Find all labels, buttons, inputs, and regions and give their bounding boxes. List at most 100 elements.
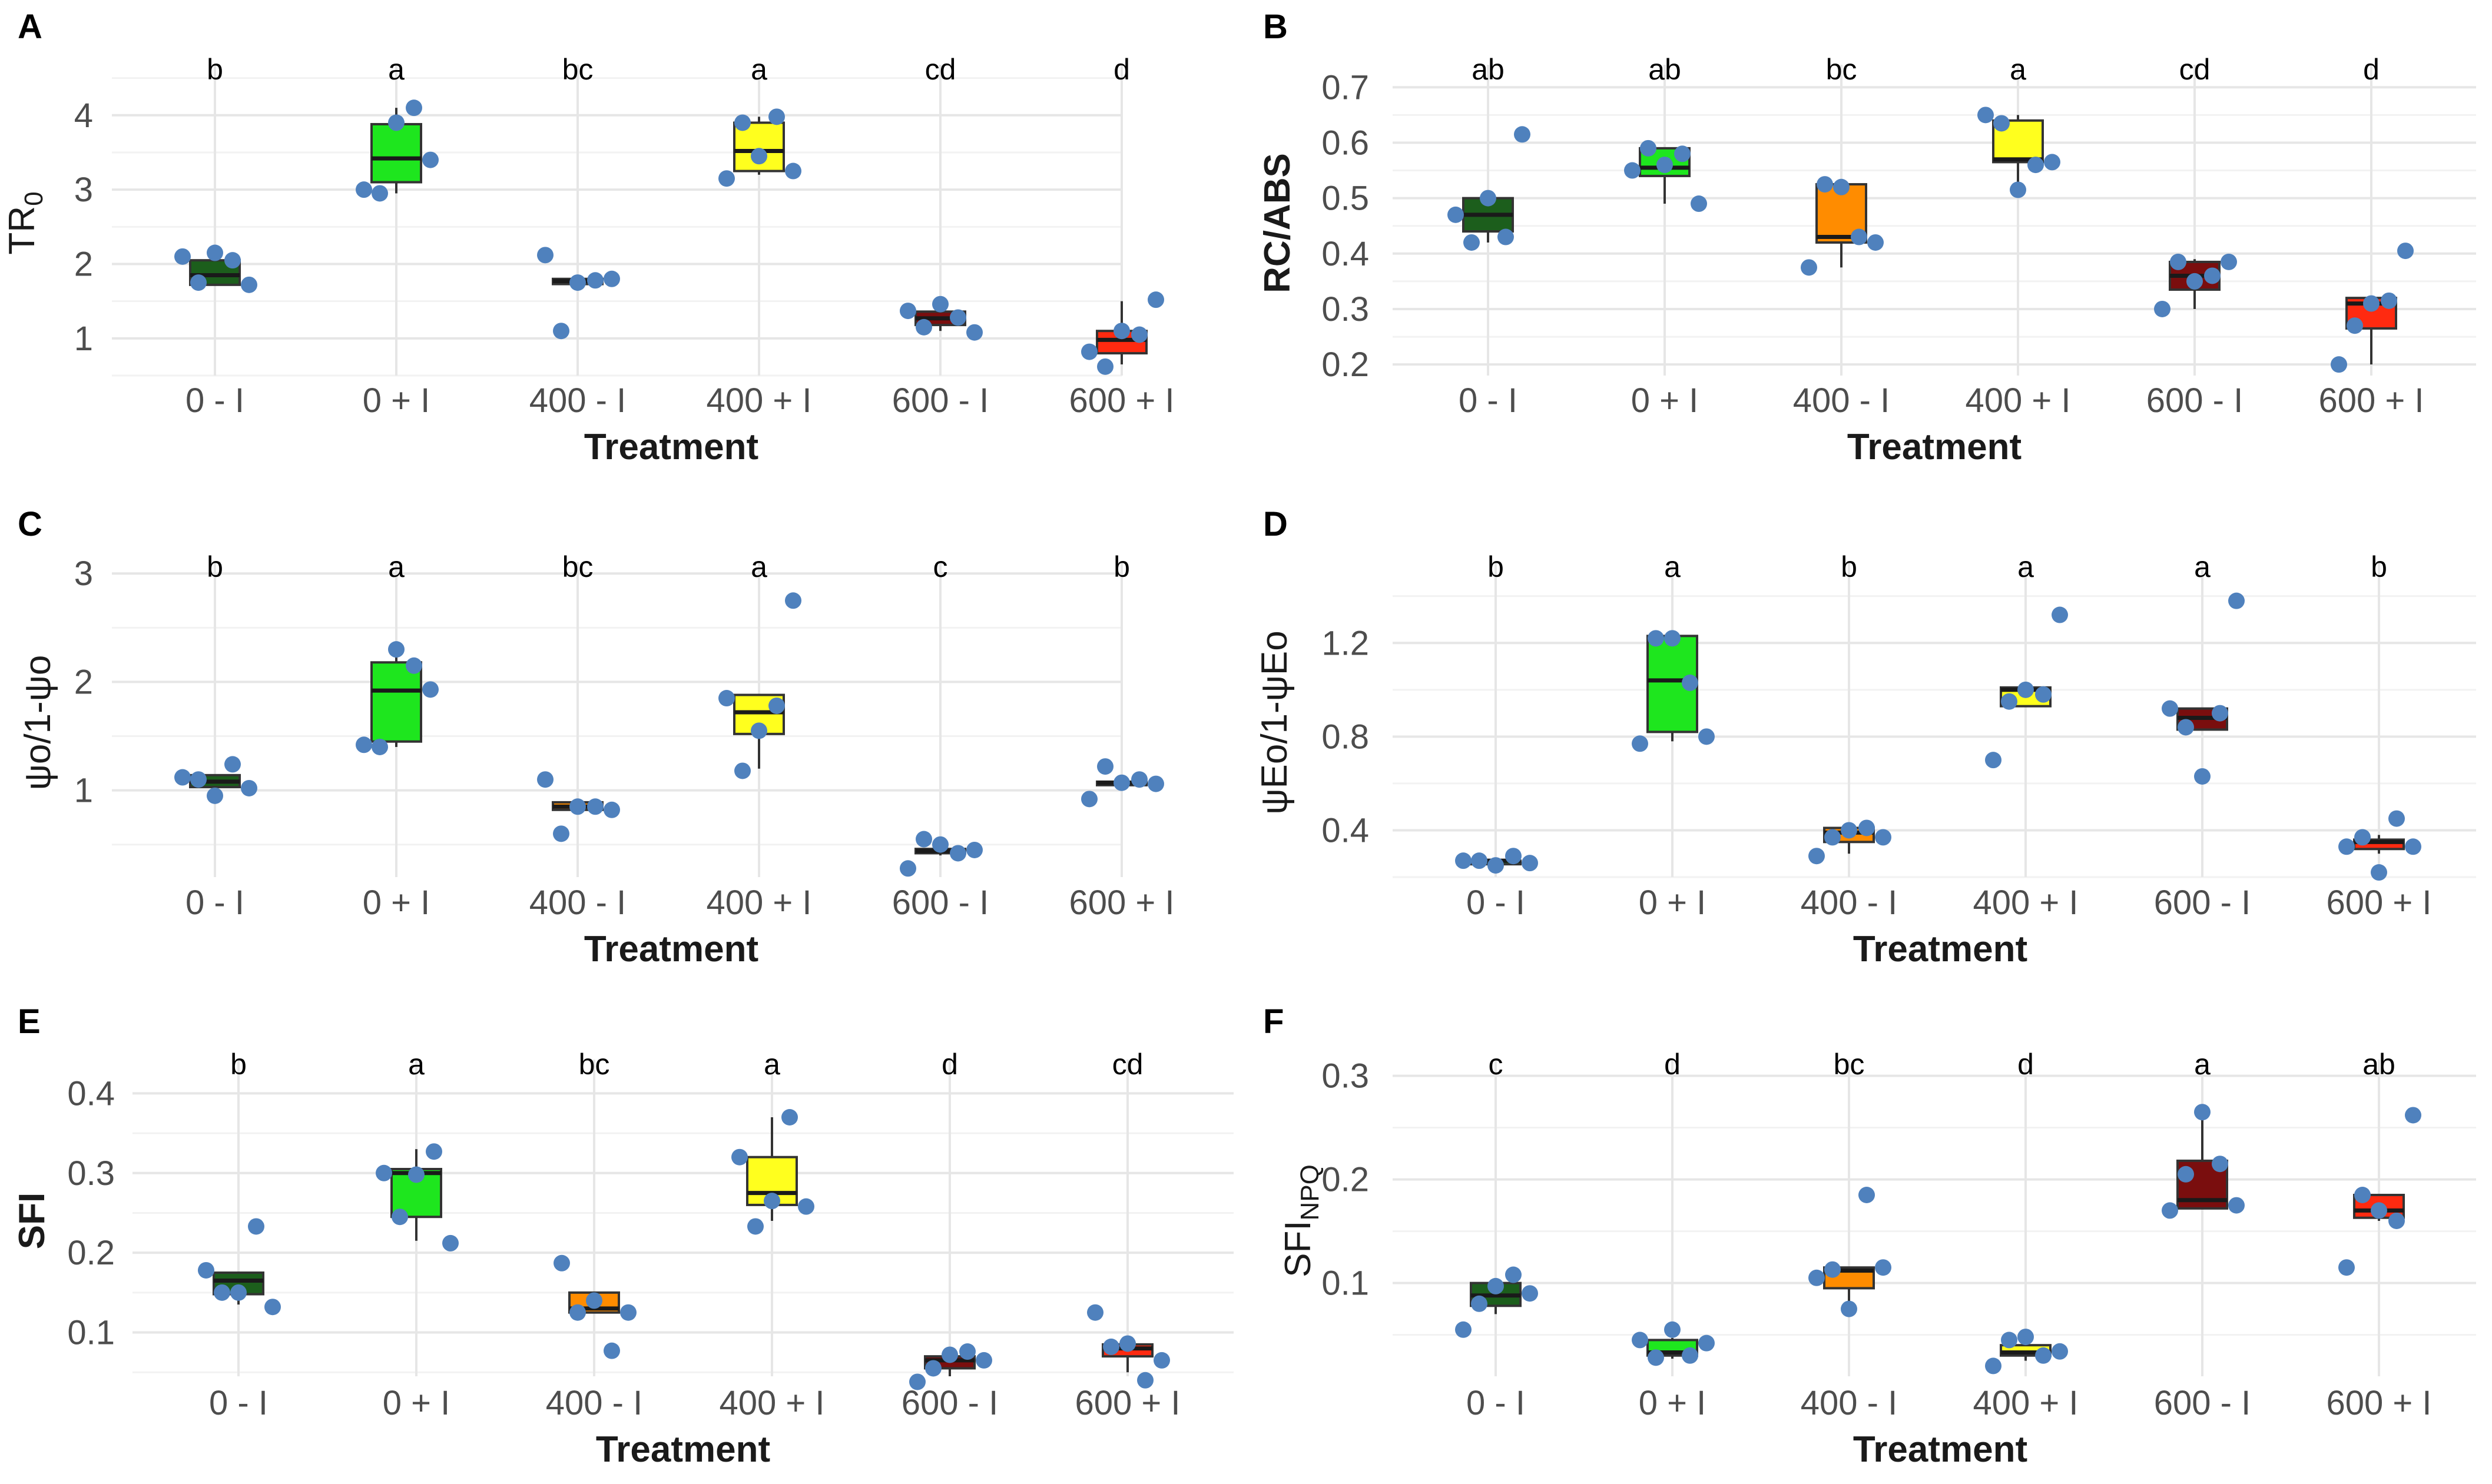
significance-letter: b bbox=[230, 1048, 247, 1081]
significance-letter: bc bbox=[579, 1048, 610, 1081]
x-tick-label: 400 + I bbox=[1966, 381, 2071, 420]
panel-label: D bbox=[1263, 505, 1288, 543]
x-tick-label: 0 + I bbox=[1639, 884, 1706, 922]
y-axis-title-subscript: 0 bbox=[19, 191, 48, 205]
data-point bbox=[553, 825, 569, 842]
x-tick-label: 400 + I bbox=[707, 884, 812, 922]
panel-label: F bbox=[1263, 1002, 1284, 1041]
y-tick-label: 0.1 bbox=[1321, 1264, 1369, 1303]
x-tick-label: 0 + I bbox=[1639, 1384, 1706, 1422]
data-point bbox=[950, 845, 966, 862]
y-axis-title-text: ψEo/1-ψEo bbox=[1254, 630, 1295, 814]
data-point bbox=[2194, 1104, 2211, 1121]
data-point bbox=[604, 801, 620, 818]
data-point bbox=[241, 276, 257, 293]
x-tick-label: 0 - I bbox=[1466, 884, 1525, 922]
data-point bbox=[1148, 291, 1164, 308]
x-tick-label: 600 - I bbox=[2154, 1384, 2251, 1422]
data-point bbox=[2194, 768, 2211, 785]
panel-label: B bbox=[1263, 8, 1288, 46]
data-point bbox=[1808, 1269, 1825, 1286]
y-tick-label: 2 bbox=[74, 245, 93, 283]
data-point bbox=[569, 274, 586, 291]
significance-letter: a bbox=[764, 1048, 780, 1081]
data-point bbox=[604, 1342, 620, 1359]
significance-letter: a bbox=[751, 550, 767, 583]
data-point bbox=[2338, 838, 2355, 855]
y-axis-title-text: TR bbox=[2, 206, 42, 255]
data-point bbox=[785, 162, 801, 180]
data-point bbox=[2228, 592, 2245, 609]
data-point bbox=[1664, 1321, 1681, 1338]
y-tick-label: 3 bbox=[74, 555, 93, 593]
data-point bbox=[950, 309, 966, 326]
data-point bbox=[2052, 606, 2068, 623]
data-point bbox=[426, 1143, 442, 1160]
data-point bbox=[620, 1304, 637, 1321]
x-tick-label: 0 + I bbox=[363, 884, 430, 922]
data-point bbox=[1114, 323, 1130, 340]
data-point bbox=[442, 1234, 459, 1251]
data-point bbox=[264, 1299, 281, 1316]
y-tick-label: 2 bbox=[74, 663, 93, 701]
x-tick-label: 0 - I bbox=[1459, 381, 1517, 420]
data-point bbox=[1471, 1295, 1487, 1312]
significance-letter: b bbox=[2371, 550, 2387, 583]
significance-letter: b bbox=[1487, 550, 1504, 583]
y-tick-label: 3 bbox=[74, 171, 93, 209]
y-tick-label: 0.8 bbox=[1321, 718, 1369, 756]
data-point bbox=[388, 641, 405, 658]
data-point bbox=[604, 270, 620, 287]
x-tick-label: 600 + I bbox=[2327, 884, 2432, 922]
y-tick-label: 0.2 bbox=[1321, 1161, 1369, 1199]
data-point bbox=[751, 148, 767, 165]
data-point bbox=[1858, 1187, 1875, 1203]
data-point bbox=[2010, 181, 2026, 198]
data-point bbox=[2363, 295, 2380, 312]
data-point bbox=[190, 771, 207, 788]
x-tick-label: 400 - I bbox=[529, 884, 626, 922]
data-point bbox=[1640, 140, 1656, 157]
data-point bbox=[1632, 735, 1648, 752]
data-point bbox=[587, 798, 604, 815]
y-tick-label: 0.3 bbox=[1321, 1057, 1369, 1095]
y-axis-title-text: SFI bbox=[12, 1193, 52, 1249]
x-tick-label: 400 - I bbox=[1801, 884, 1897, 922]
data-point bbox=[1867, 234, 1884, 251]
data-point bbox=[942, 1346, 958, 1363]
y-tick-label: 0.2 bbox=[1321, 346, 1369, 384]
y-tick-label: 1 bbox=[74, 772, 93, 810]
significance-letter: b bbox=[1841, 550, 1857, 583]
panel-e: 0.1 0.2 0.3 0.4 0 - I 0 + I 400 - I 400 + I 600 … bbox=[12, 1002, 1234, 1470]
data-point bbox=[909, 1373, 926, 1390]
x-tick-label: 0 + I bbox=[383, 1384, 450, 1422]
x-tick-label: 0 - I bbox=[209, 1384, 268, 1422]
significance-letter: d bbox=[2017, 1048, 2034, 1081]
data-point bbox=[1131, 326, 1148, 343]
data-point bbox=[537, 247, 554, 264]
x-tick-label: 400 - I bbox=[546, 1384, 642, 1422]
x-tick-label: 0 - I bbox=[185, 884, 244, 922]
y-axis-title-text: ψo/1-ψo bbox=[18, 655, 58, 791]
box-1 bbox=[370, 661, 422, 743]
data-point bbox=[1081, 343, 1098, 360]
data-point bbox=[214, 1284, 230, 1301]
significance-letter: bc bbox=[1834, 1048, 1865, 1081]
y-tick-label: 0.3 bbox=[1321, 290, 1369, 328]
x-tick-label: 0 - I bbox=[1466, 1384, 1525, 1422]
data-point bbox=[768, 108, 785, 125]
x-tick-label: 600 - I bbox=[902, 1384, 998, 1422]
significance-letter: b bbox=[207, 550, 223, 583]
data-point bbox=[356, 736, 372, 753]
data-point bbox=[1137, 1372, 1154, 1389]
data-point bbox=[932, 836, 949, 853]
data-point bbox=[1119, 1335, 1136, 1352]
data-point bbox=[932, 296, 949, 313]
data-point bbox=[2035, 1347, 2052, 1364]
x-tick-label: 0 - I bbox=[185, 381, 244, 420]
data-point bbox=[1674, 145, 1691, 162]
significance-letter: cd bbox=[2179, 53, 2211, 86]
data-point bbox=[2381, 292, 2397, 309]
panel-b: 0.2 0.3 0.4 0.5 0.6 0.7 0 - I 0 + I 400 - I 400 +… bbox=[1257, 8, 2476, 467]
